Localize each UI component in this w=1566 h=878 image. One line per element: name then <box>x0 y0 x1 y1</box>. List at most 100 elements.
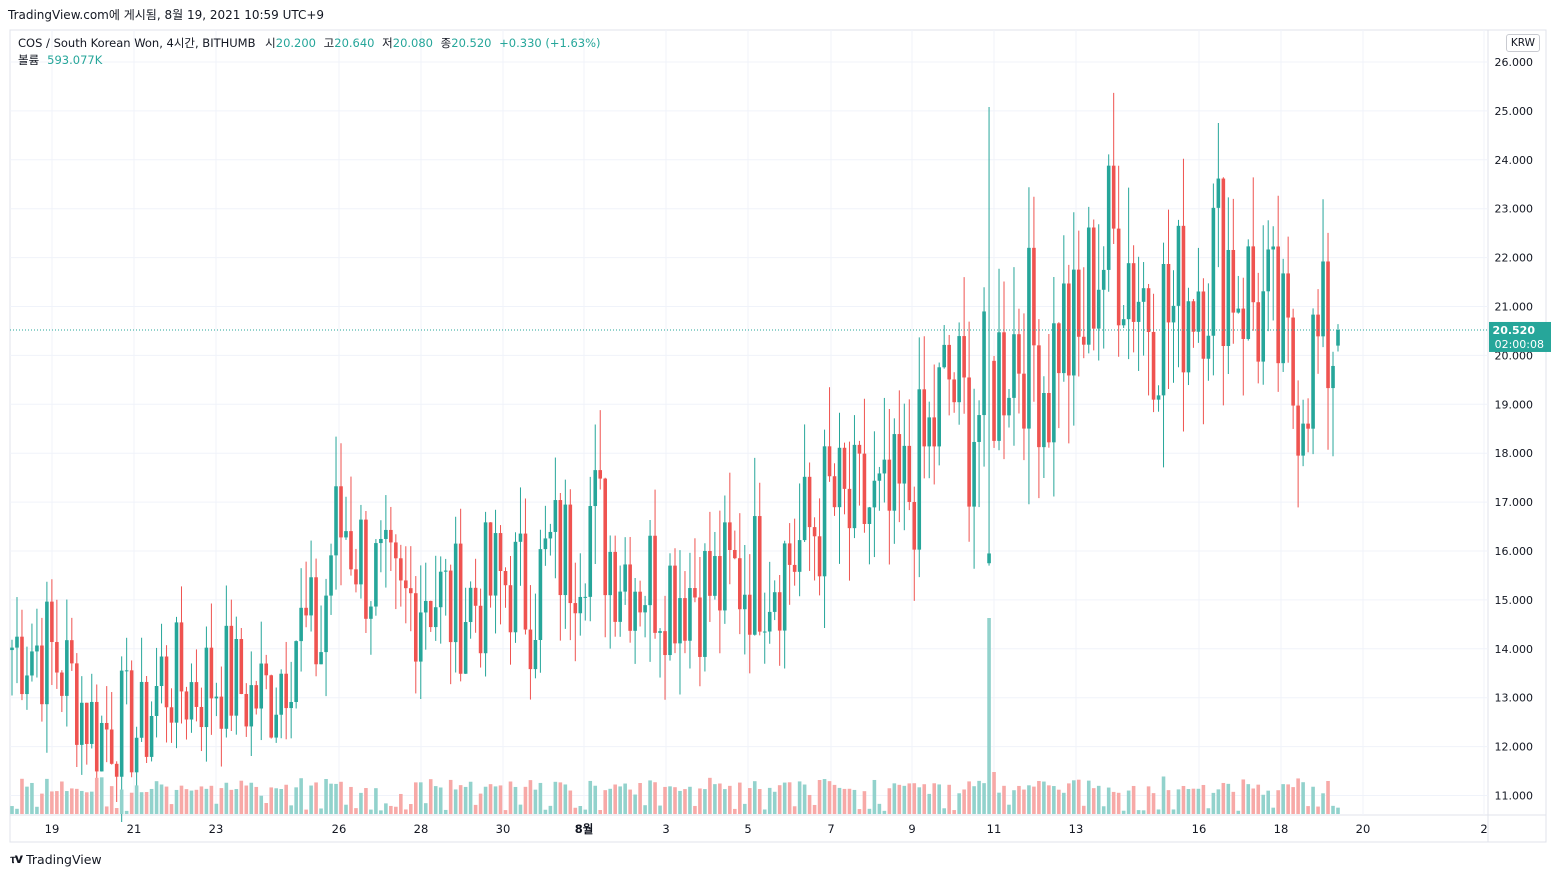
volume-bar <box>20 778 24 814</box>
candle-body <box>448 570 453 643</box>
volume-bar <box>618 786 622 814</box>
volume-bar <box>792 806 797 814</box>
candle-body <box>194 682 199 707</box>
price-tick-label: 13.000 <box>1495 692 1534 705</box>
volume-bar <box>443 809 448 814</box>
candle-body <box>1052 323 1056 443</box>
volume-bar <box>418 782 423 814</box>
volume-bar <box>1156 809 1161 814</box>
candle-body <box>937 367 941 447</box>
volume-bar <box>94 777 99 814</box>
volume-bar <box>1241 779 1246 814</box>
volume-bar <box>882 810 887 814</box>
volume-bar <box>1057 789 1061 814</box>
volume-bar <box>658 805 662 814</box>
volume-bar <box>1101 806 1106 814</box>
candle-body <box>1261 291 1266 362</box>
volume-bar <box>588 780 593 814</box>
time-tick-label: 21 <box>127 822 142 836</box>
candle-body <box>807 476 812 528</box>
candle-body <box>1042 392 1046 448</box>
volume-bar <box>294 787 298 814</box>
candle-body <box>603 478 608 596</box>
candle-body <box>982 311 986 416</box>
volume-bar <box>528 780 533 814</box>
candle-body <box>1111 165 1116 229</box>
volume-bar <box>304 809 308 814</box>
candle-body <box>852 444 857 529</box>
volume-bar <box>518 804 523 814</box>
volume-bar <box>583 809 588 814</box>
volume-bar <box>234 789 239 814</box>
volume-bar <box>767 787 772 814</box>
volume-bar <box>359 792 363 814</box>
volume-bar <box>847 788 852 814</box>
time-tick-label: 5 <box>744 822 751 836</box>
candle-body <box>1186 301 1191 373</box>
currency-button[interactable]: KRW <box>1506 34 1540 52</box>
volume-bar <box>668 786 672 814</box>
candle-body <box>553 500 558 532</box>
candle-body <box>992 360 996 441</box>
tradingview-logo[interactable]: ⲧv TradingView <box>10 852 102 867</box>
candle-body <box>847 488 852 529</box>
symbol-title: COS / South Korean Won, 4시간, BITHUMB <box>18 36 256 50</box>
candle-body <box>184 691 189 720</box>
candle-body <box>708 550 712 596</box>
candle-body <box>1211 207 1216 336</box>
volume-bar <box>423 803 428 814</box>
candle-body <box>354 569 358 585</box>
volume-bar <box>1181 785 1186 814</box>
candle-body <box>1151 332 1156 400</box>
low-value: 20.080 <box>392 36 433 50</box>
volume-bar <box>1316 806 1320 814</box>
volume-bar <box>1067 783 1071 814</box>
volume-bar <box>812 804 817 814</box>
volume-bar <box>399 793 403 814</box>
volume-bar <box>35 806 39 814</box>
candle-body <box>104 722 109 730</box>
symbol-legend: COS / South Korean Won, 4시간, BITHUMB 시20… <box>18 35 601 51</box>
candle-body <box>503 571 508 586</box>
candle-body <box>493 533 498 596</box>
volume-bar <box>254 786 259 814</box>
candle-body <box>139 681 144 738</box>
candle-body <box>1146 288 1151 333</box>
volume-bar <box>573 807 578 814</box>
candle-body <box>369 606 373 619</box>
open-value: 20.200 <box>275 36 316 50</box>
candle-body <box>1196 291 1201 332</box>
candle-body <box>438 571 443 608</box>
volume-bar <box>787 782 792 814</box>
candle-body <box>628 564 632 631</box>
volume-bar <box>119 789 124 814</box>
candle-body <box>638 591 642 613</box>
volume-bar <box>1191 788 1196 814</box>
time-tick-label: 9 <box>908 822 915 836</box>
volume-bar <box>1052 786 1056 814</box>
volume-bar <box>563 784 568 814</box>
candle-body <box>997 332 1001 441</box>
candle-body <box>468 587 473 623</box>
low-label: 저 <box>382 36 393 50</box>
volume-bar <box>1017 785 1021 814</box>
candle-body <box>179 622 184 692</box>
volume-bar <box>1221 782 1226 814</box>
volume-bar <box>762 809 767 814</box>
time-tick-label: 16 <box>1192 822 1207 836</box>
candle-body <box>1116 228 1121 326</box>
volume-bar <box>498 785 503 814</box>
candle-body <box>30 651 34 676</box>
candle-body <box>653 535 657 633</box>
candle-body <box>1047 392 1051 443</box>
candle-body <box>648 535 652 606</box>
volume-bar <box>718 783 722 814</box>
open-label: 시 <box>265 36 276 50</box>
volume-bar <box>1271 807 1275 814</box>
candle-body <box>802 476 807 541</box>
candle-body <box>399 558 403 581</box>
volume-bar <box>747 788 752 814</box>
tradingview-logo-icon: ⲧv <box>10 852 23 867</box>
candle-body <box>688 588 692 641</box>
